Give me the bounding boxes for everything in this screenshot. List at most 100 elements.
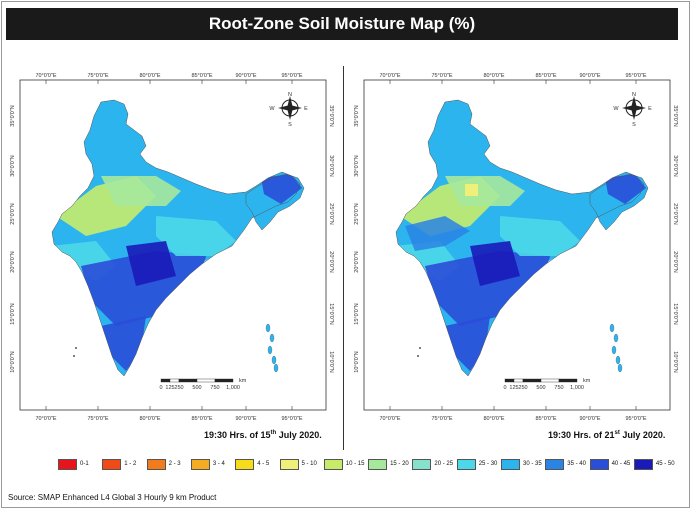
longitude-tick-label: 70°0'0"E bbox=[35, 73, 56, 79]
legend-swatch bbox=[146, 458, 166, 470]
legend-swatch bbox=[58, 458, 77, 470]
legend-label: 1 - 2 bbox=[124, 461, 137, 467]
longitude-tick-label: 80°0'0"E bbox=[483, 416, 504, 422]
legend-item: 20 - 25 bbox=[412, 458, 453, 470]
legend-swatch bbox=[323, 458, 343, 470]
legend-item: 1 - 2 bbox=[102, 458, 136, 470]
longitude-tick-label: 75°0'0"E bbox=[87, 73, 108, 79]
latitude-tick-label: 20°0'0"N bbox=[328, 251, 334, 272]
latitude-tick-label: 25°0'0"N bbox=[354, 203, 360, 224]
scale-bar-label: 750 bbox=[554, 385, 563, 391]
latitude-tick-label: 15°0'0"N bbox=[328, 303, 334, 324]
compass-w-label: W bbox=[269, 106, 275, 112]
legend-swatch bbox=[235, 458, 255, 470]
longitude-tick-label: 75°0'0"E bbox=[87, 416, 108, 422]
longitude-tick-label: 90°0'0"E bbox=[235, 73, 256, 79]
legend-item: 45 - 50 bbox=[633, 458, 675, 470]
legend-swatch bbox=[412, 458, 432, 470]
longitude-tick-label: 95°0'0"E bbox=[281, 73, 302, 79]
compass-s-label: S bbox=[632, 122, 636, 128]
scale-bar-label: 250 bbox=[174, 385, 183, 391]
scale-bar-label: 125 bbox=[165, 385, 174, 391]
latitude-tick-label: 20°0'0"N bbox=[10, 251, 16, 272]
compass-icon: N S E W bbox=[613, 92, 652, 128]
latitude-tick-label: 25°0'0"N bbox=[328, 203, 334, 224]
legend-item: 5 - 10 bbox=[279, 458, 317, 470]
india-map: 70°0'0"E 70°0'0"E 75°0'0"E 75°0'0"E 80°0'0"E… bbox=[10, 73, 334, 422]
longitude-tick-label: 95°0'0"E bbox=[625, 416, 646, 422]
legend-item: 3 - 4 bbox=[190, 458, 225, 470]
compass-n-label: N bbox=[288, 92, 292, 98]
longitude-tick-label: 95°0'0"E bbox=[625, 73, 646, 79]
map-caption-21-july: 19:30 Hrs. of 21st July 2020. bbox=[548, 430, 666, 440]
legend-label: 15 - 20 bbox=[390, 461, 409, 467]
scale-bar-label: 500 bbox=[192, 385, 201, 391]
map-panel-15-july: 70°0'0"E 70°0'0"E 75°0'0"E 75°0'0"E 80°0'0"E… bbox=[6, 66, 336, 426]
latitude-tick-label: 10°0'0"N bbox=[10, 351, 16, 372]
latitude-tick-label: 15°0'0"N bbox=[354, 303, 360, 324]
scale-bar-unit: km bbox=[239, 378, 247, 384]
legend-label: 30 - 35 bbox=[523, 461, 542, 467]
latitude-tick-label: 30°0'0"N bbox=[328, 155, 334, 176]
scale-bar-label: 125 bbox=[509, 385, 518, 391]
longitude-tick-label: 85°0'0"E bbox=[535, 73, 556, 79]
legend-label: 25 - 30 bbox=[478, 461, 498, 467]
latitude-tick-label: 30°0'0"N bbox=[672, 155, 678, 176]
latitude-tick-label: 10°0'0"N bbox=[672, 351, 678, 372]
legend-swatch bbox=[545, 458, 565, 470]
panel-divider bbox=[343, 66, 344, 450]
longitude-tick-label: 85°0'0"E bbox=[191, 73, 212, 79]
scale-bar-label: 0 bbox=[159, 385, 162, 391]
scale-bar-unit: km bbox=[583, 378, 591, 384]
page-title: Root-Zone Soil Moisture Map (%) bbox=[6, 8, 678, 40]
latitude-tick-label: 30°0'0"N bbox=[10, 155, 16, 176]
longitude-tick-label: 75°0'0"E bbox=[431, 73, 452, 79]
map-caption-15-july: 19:30 Hrs. of 15th July 2020. bbox=[204, 430, 322, 440]
scale-bar-label: 1,000 bbox=[226, 385, 240, 391]
legend-label: 10 - 15 bbox=[345, 461, 365, 467]
latitude-tick-label: 25°0'0"N bbox=[672, 203, 678, 224]
latitude-tick-label: 15°0'0"N bbox=[10, 303, 16, 324]
longitude-tick-label: 70°0'0"E bbox=[379, 416, 400, 422]
legend-swatch bbox=[589, 458, 609, 470]
latitude-tick-label: 20°0'0"N bbox=[354, 251, 360, 272]
compass-e-label: E bbox=[648, 106, 652, 112]
legend-swatch bbox=[368, 458, 388, 470]
legend-label: 0-1 bbox=[80, 461, 89, 467]
latitude-tick-label: 35°0'0"N bbox=[354, 105, 360, 126]
legend-item: 10 - 15 bbox=[323, 458, 365, 470]
longitude-tick-label: 90°0'0"E bbox=[235, 416, 256, 422]
compass-s-label: S bbox=[288, 122, 292, 128]
india-map: 70°0'0"E 70°0'0"E 75°0'0"E 75°0'0"E 80°0'0"E… bbox=[354, 73, 678, 422]
legend-swatch bbox=[279, 458, 299, 470]
legend-swatch bbox=[190, 458, 210, 470]
legend-item: 0-1 bbox=[58, 458, 89, 470]
compass-e-label: E bbox=[304, 106, 308, 112]
longitude-tick-label: 85°0'0"E bbox=[535, 416, 556, 422]
longitude-tick-label: 90°0'0"E bbox=[579, 416, 600, 422]
legend-label: 3 - 4 bbox=[212, 461, 225, 467]
compass-w-label: W bbox=[613, 106, 619, 112]
longitude-tick-label: 80°0'0"E bbox=[483, 73, 504, 79]
latitude-tick-label: 15°0'0"N bbox=[672, 303, 678, 324]
scale-bar-label: 750 bbox=[210, 385, 219, 391]
longitude-tick-label: 70°0'0"E bbox=[35, 416, 56, 422]
legend-label: 20 - 25 bbox=[434, 461, 454, 467]
legend-swatch bbox=[102, 458, 122, 470]
legend-item: 40 - 45 bbox=[589, 458, 631, 470]
legend: 0-1 1 - 2 2 - 3 3 - 4 4 - 5 5 - 10 10 - 15 15 -… bbox=[58, 458, 678, 472]
scale-bar-label: 0 bbox=[503, 385, 506, 391]
legend-label: 4 - 5 bbox=[257, 461, 270, 467]
legend-swatch bbox=[501, 458, 520, 470]
latitude-tick-label: 10°0'0"N bbox=[328, 351, 334, 372]
legend-label: 40 - 45 bbox=[611, 461, 631, 467]
map-panel-21-july: 70°0'0"E 70°0'0"E 75°0'0"E 75°0'0"E 80°0'0"E… bbox=[350, 66, 680, 426]
scale-bar-label: 1,000 bbox=[570, 385, 584, 391]
legend-label: 35 - 40 bbox=[567, 461, 586, 467]
legend-item: 2 - 3 bbox=[146, 458, 181, 470]
scale-bar-label: 500 bbox=[536, 385, 545, 391]
source-note: Source: SMAP Enhanced L4 Global 3 Hourly… bbox=[8, 493, 217, 502]
longitude-tick-label: 75°0'0"E bbox=[431, 416, 452, 422]
longitude-tick-label: 70°0'0"E bbox=[379, 73, 400, 79]
